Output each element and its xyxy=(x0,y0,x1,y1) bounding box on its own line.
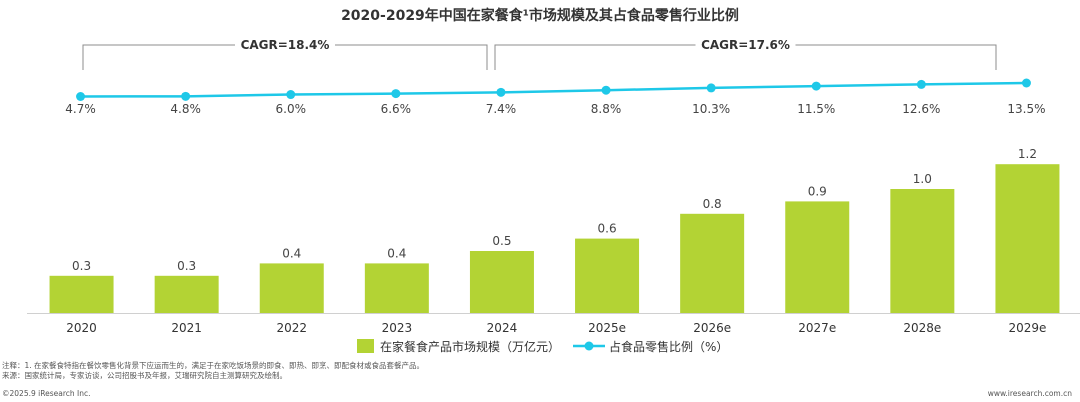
x-tick-2027e: 2027e xyxy=(798,321,836,335)
ratio-label-2024: 7.4% xyxy=(486,102,517,116)
ratio-label-2020: 4.7% xyxy=(65,102,96,116)
ratio-label-2021: 4.8% xyxy=(170,102,201,116)
ratio-label-2023: 6.6% xyxy=(381,102,412,116)
ratio-point-2022 xyxy=(286,90,296,100)
cagr-bracket-1 xyxy=(82,44,488,70)
cagr-bracket-2 xyxy=(494,44,997,70)
x-tick-2029e: 2029e xyxy=(1008,321,1046,335)
legend-line-marker xyxy=(584,341,594,351)
cagr-annotations: CAGR=18.4% CAGR=17.6% xyxy=(82,38,997,70)
bar-label-2021: 0.3 xyxy=(177,259,196,273)
ratio-point-2029e xyxy=(1021,78,1031,88)
bar-label-2024: 0.5 xyxy=(492,234,511,248)
ratio-label-2029e: 13.5% xyxy=(1007,102,1045,116)
ratio-label-2025e: 8.8% xyxy=(591,102,622,116)
bar-2026e xyxy=(680,213,745,313)
ratio-line xyxy=(80,81,1027,98)
bar-label-2023: 0.4 xyxy=(387,246,406,260)
bar-label-2027e: 0.9 xyxy=(808,184,827,198)
bar-2022 xyxy=(259,263,324,313)
ratio-point-2028e xyxy=(916,79,926,89)
ratio-point-2024 xyxy=(496,87,506,97)
ratio-label-2027e: 11.5% xyxy=(797,102,835,116)
copyright: ©2025.9 iResearch Inc. xyxy=(2,389,91,398)
bar-2029e xyxy=(995,164,1060,313)
source-note: 来源：国家统计局，专家访谈，公司招股书及年报，艾瑞研究院自主测算研究及绘制。 xyxy=(2,371,287,380)
bar-2025e xyxy=(575,238,640,313)
x-tick-2021: 2021 xyxy=(171,321,202,335)
x-tick-2023: 2023 xyxy=(382,321,413,335)
bar-label-2020: 0.3 xyxy=(72,259,91,273)
legend: 在家餐食产品市场规模（万亿元） 占食品零售比例（%） xyxy=(357,339,728,354)
ratio-line-series: 4.7% 4.8% 6.0% 6.6% 7.4% 8.8% 10.3% 11.5% 12.6% 1… xyxy=(65,78,1046,116)
x-tick-2025e: 2025e xyxy=(588,321,626,335)
market-size-bar-series: 0.3 0.3 0.4 0.4 0.5 0.6 0.8 0.9 1.0 1.2 xyxy=(49,147,1060,313)
chart-title: 2020-2029年中国在家餐食¹市场规模及其占食品零售行业比例 xyxy=(341,7,739,24)
x-axis: 2020 2021 2022 2023 2024 2025e 2026e 2027e 2028e… xyxy=(27,313,1080,335)
legend-bar-swatch xyxy=(357,339,374,353)
ratio-point-2026e xyxy=(706,83,716,93)
x-tick-2026e: 2026e xyxy=(693,321,731,335)
bar-2023 xyxy=(364,263,429,313)
bar-label-2022: 0.4 xyxy=(282,246,301,260)
bar-label-2028e: 1.0 xyxy=(913,172,932,186)
bar-label-2029e: 1.2 xyxy=(1018,147,1037,161)
cagr-label-2: CAGR=17.6% xyxy=(701,38,790,52)
bar-2028e xyxy=(890,189,955,313)
x-tick-2024: 2024 xyxy=(487,321,518,335)
bar-2020 xyxy=(49,275,114,313)
ratio-point-2025e xyxy=(601,85,611,95)
footnote: 注释：1. 在家餐食特指在餐饮零售化背景下应运而生的，满足于在家吃饭场景的即食、… xyxy=(2,361,425,370)
x-tick-2028e: 2028e xyxy=(903,321,941,335)
legend-bar-label: 在家餐食产品市场规模（万亿元） xyxy=(380,339,560,354)
legend-line-label: 占食品零售比例（%） xyxy=(609,339,728,354)
bar-2027e xyxy=(785,201,850,313)
bar-2021 xyxy=(154,275,219,313)
ratio-label-2028e: 12.6% xyxy=(902,102,940,116)
ratio-label-2026e: 10.3% xyxy=(692,102,730,116)
ratio-label-2022: 6.0% xyxy=(276,102,307,116)
bar-label-2026e: 0.8 xyxy=(703,197,722,211)
ratio-point-2021 xyxy=(181,91,191,101)
ratio-point-2023 xyxy=(391,89,401,99)
ratio-point-2027e xyxy=(811,81,821,91)
bar-label-2025e: 0.6 xyxy=(598,222,617,236)
bar-2024 xyxy=(469,251,534,313)
cagr-label-1: CAGR=18.4% xyxy=(241,38,330,52)
ratio-point-2020 xyxy=(76,92,86,101)
website-link[interactable]: www.iresearch.com.cn xyxy=(987,389,1072,398)
x-tick-2022: 2022 xyxy=(276,321,307,335)
x-tick-2020: 2020 xyxy=(66,321,97,335)
